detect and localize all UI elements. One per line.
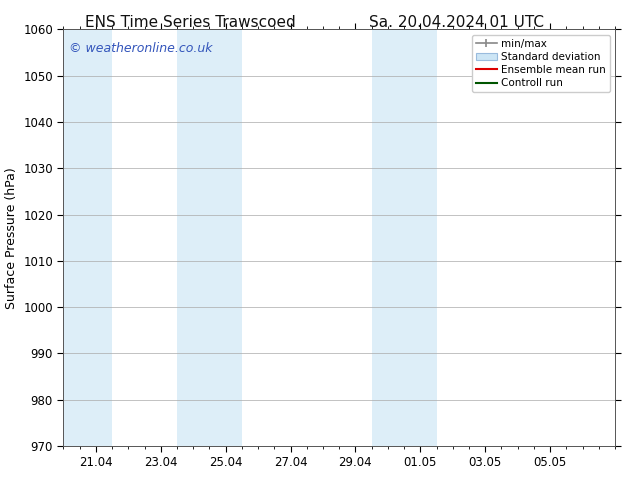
Bar	[177, 29, 242, 446]
Text: ENS Time Series Trawscoed: ENS Time Series Trawscoed	[85, 15, 295, 30]
Text: © weatheronline.co.uk: © weatheronline.co.uk	[69, 42, 212, 55]
Y-axis label: Surface Pressure (hPa): Surface Pressure (hPa)	[4, 167, 18, 309]
Legend: min/max, Standard deviation, Ensemble mean run, Controll run: min/max, Standard deviation, Ensemble me…	[472, 35, 610, 92]
Bar	[631, 29, 634, 446]
Bar	[372, 29, 437, 446]
Bar	[63, 29, 112, 446]
Text: Sa. 20.04.2024 01 UTC: Sa. 20.04.2024 01 UTC	[369, 15, 544, 30]
